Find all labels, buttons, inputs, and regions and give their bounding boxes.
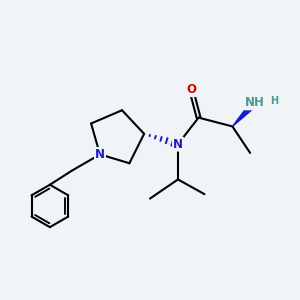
Text: O: O [186, 83, 196, 96]
Polygon shape [232, 100, 257, 126]
Text: NH: NH [244, 96, 265, 110]
Text: H: H [270, 96, 278, 106]
Text: N: N [95, 148, 105, 161]
Text: N: N [173, 138, 183, 151]
